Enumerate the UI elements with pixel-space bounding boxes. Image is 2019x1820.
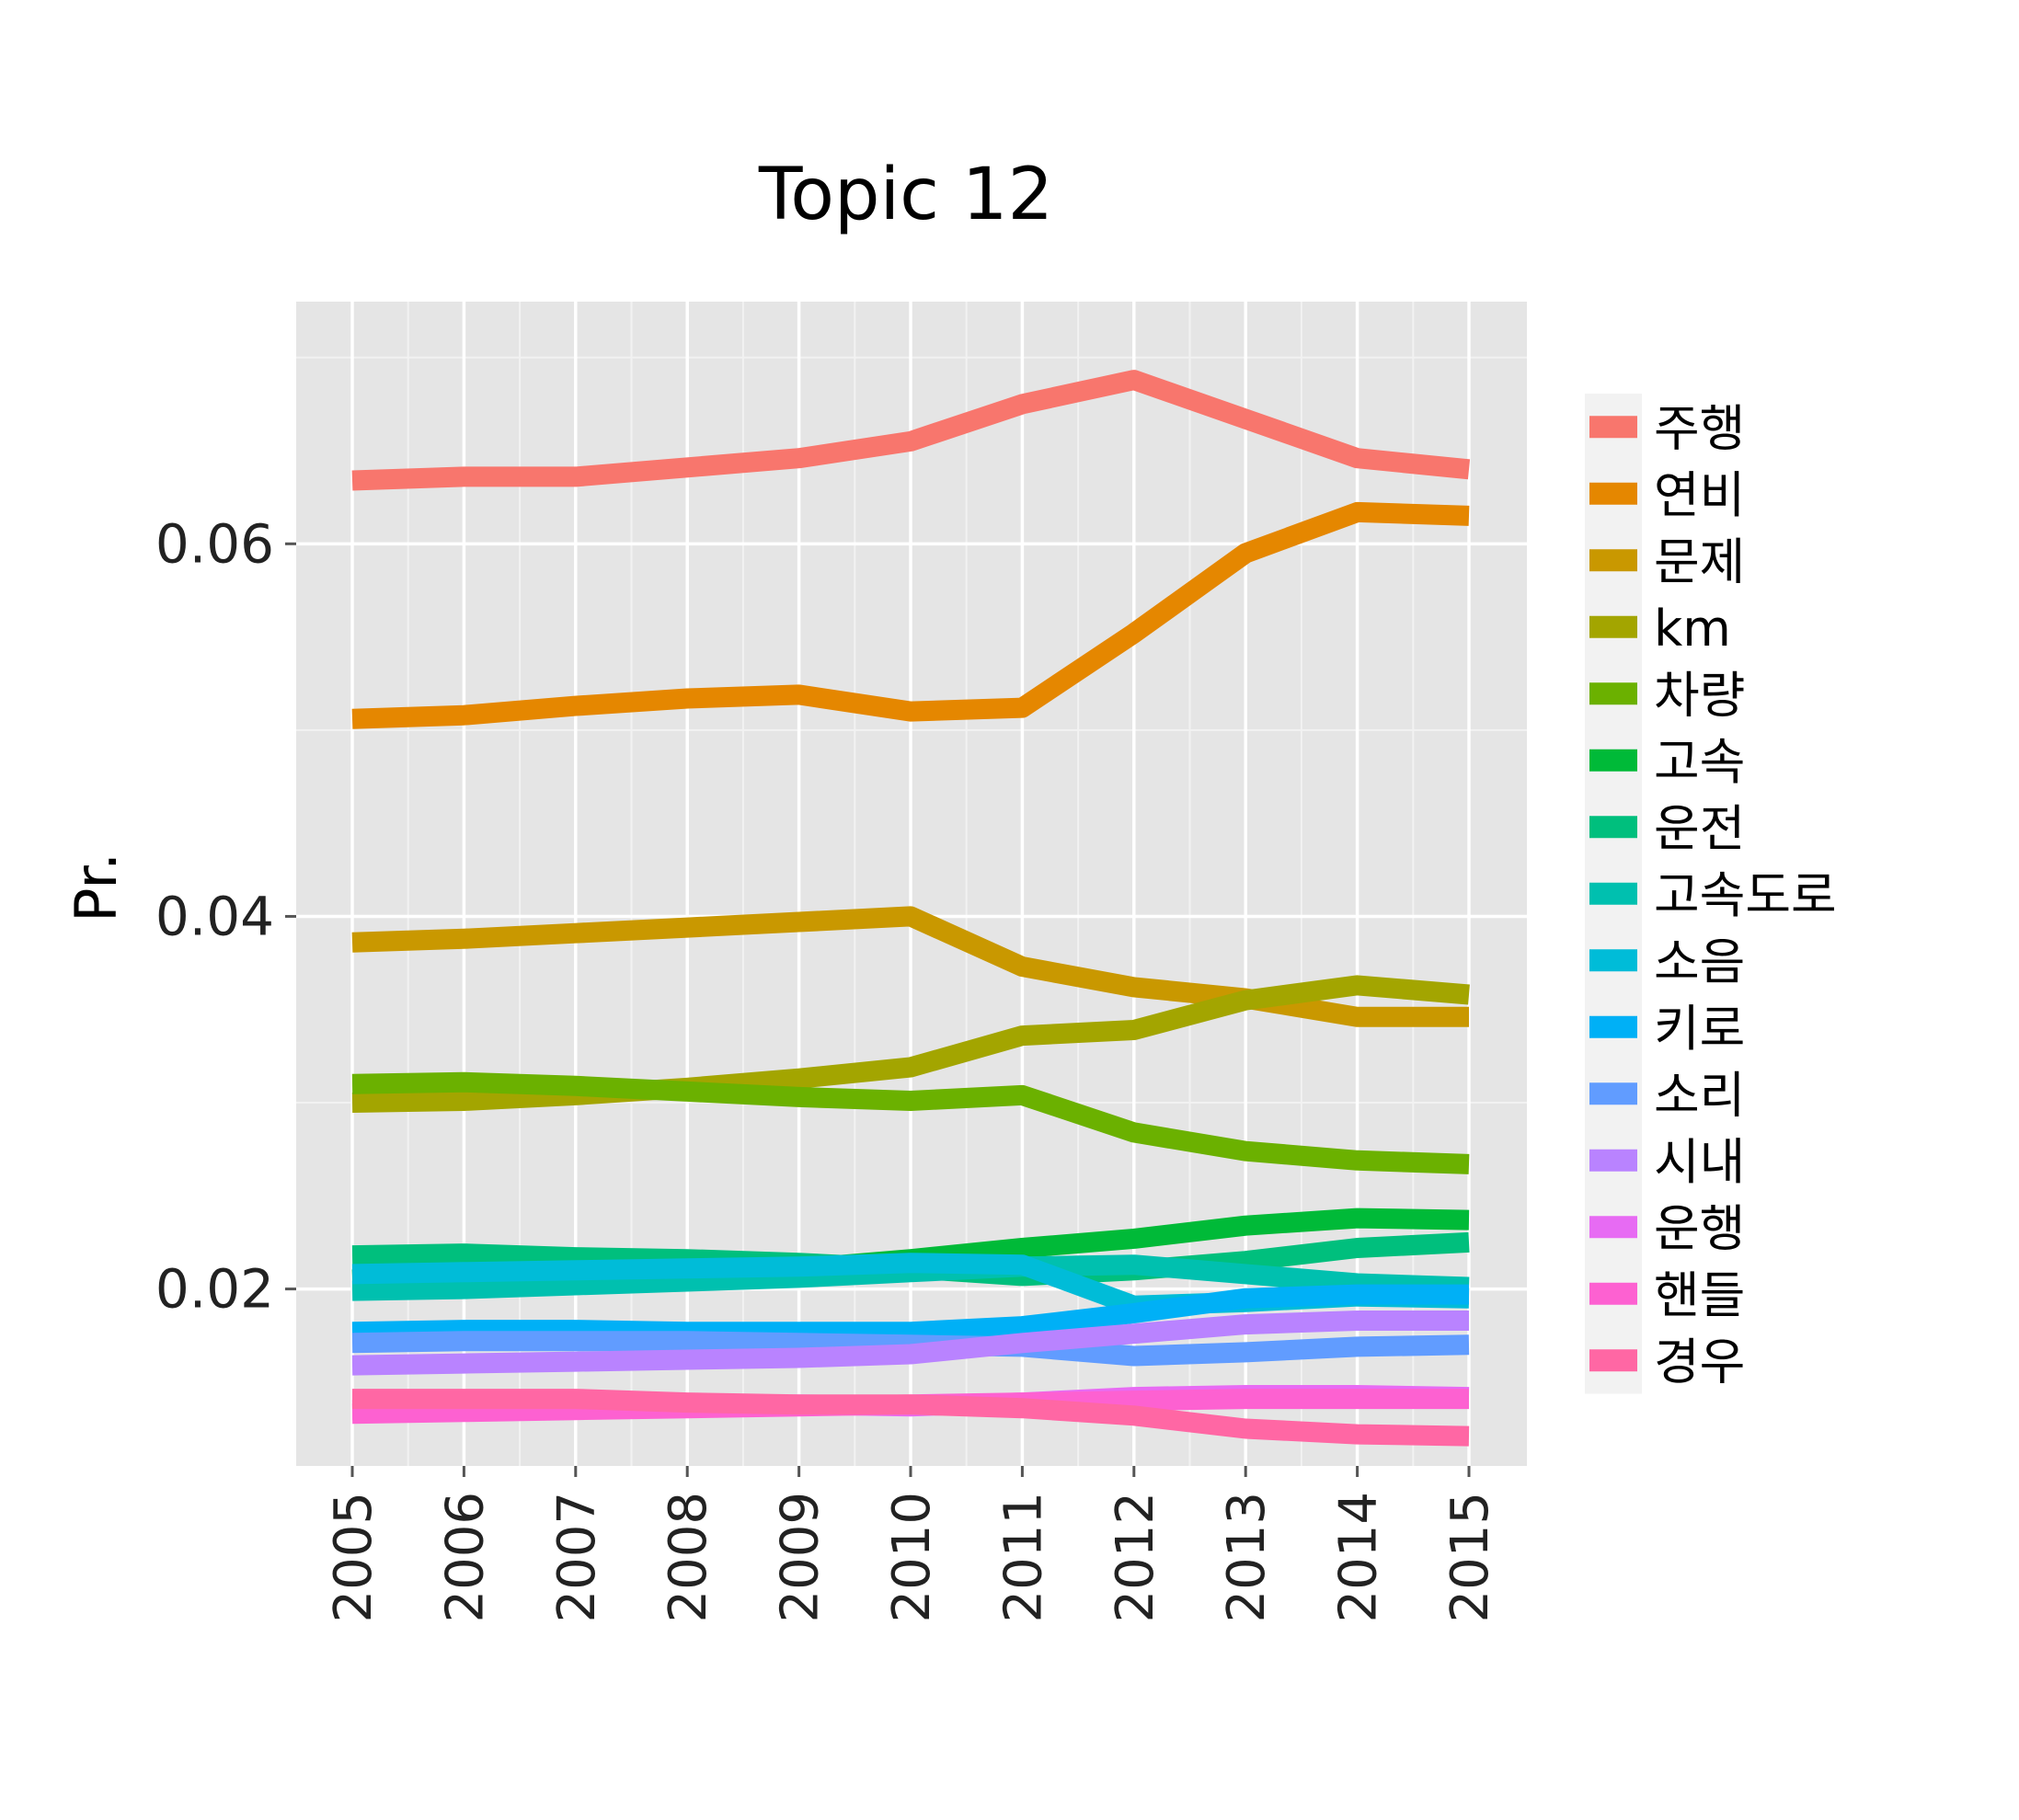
legend-label: 연비 bbox=[1654, 466, 1745, 524]
legend-swatch bbox=[1589, 1015, 1637, 1038]
legend-swatch bbox=[1589, 549, 1637, 572]
y-tick-label: 0.06 bbox=[155, 512, 274, 575]
legend-label: 핸들 bbox=[1654, 1266, 1745, 1324]
legend-swatch bbox=[1589, 682, 1637, 705]
x-axis-ticks: 2005 2006 2007 2008 2009 2010 2011 2012 2013 2014… bbox=[324, 1466, 1500, 1623]
legend-swatch bbox=[1589, 749, 1637, 772]
chart-title: Topic 12 bbox=[758, 154, 1053, 236]
series-line-2 bbox=[351, 501, 1470, 729]
legend-label: 주행 bbox=[1654, 399, 1745, 457]
x-tick-label: 2011 bbox=[993, 1492, 1053, 1623]
legend-label: 고속도로 bbox=[1654, 866, 1837, 924]
series-lines bbox=[351, 370, 1471, 1447]
x-tick-label: 2009 bbox=[771, 1492, 831, 1623]
x-tick-label: 2012 bbox=[1106, 1492, 1165, 1623]
y-tick-label: 0.04 bbox=[155, 885, 274, 947]
legend-label: 운전 bbox=[1654, 799, 1745, 857]
y-tick-label: 0.02 bbox=[155, 1258, 274, 1321]
legend-label: 문제 bbox=[1654, 532, 1745, 590]
legend-swatch bbox=[1589, 1349, 1637, 1372]
legend-swatch bbox=[1589, 882, 1637, 905]
legend-label: 시내 bbox=[1654, 1133, 1745, 1191]
legend-swatch bbox=[1589, 949, 1637, 972]
series-line-12 bbox=[351, 1311, 1469, 1376]
legend-label: 소리 bbox=[1654, 1066, 1745, 1124]
x-tick-label: 2010 bbox=[882, 1492, 942, 1623]
legend-swatch bbox=[1589, 1082, 1637, 1105]
series-line-1 bbox=[351, 370, 1471, 491]
legend-swatch bbox=[1589, 1149, 1637, 1172]
legend-swatch bbox=[1589, 1216, 1637, 1239]
legend-label: km bbox=[1654, 600, 1731, 658]
x-tick-label: 2013 bbox=[1217, 1492, 1277, 1623]
x-tick-label: 2005 bbox=[324, 1492, 384, 1623]
legend-swatch bbox=[1589, 816, 1637, 839]
legend-swatch bbox=[1589, 482, 1637, 505]
legend-label: 고속 bbox=[1654, 733, 1745, 791]
x-tick-label: 2008 bbox=[659, 1492, 718, 1623]
x-tick-label: 2006 bbox=[435, 1492, 495, 1623]
y-axis-label: Pr. bbox=[63, 853, 130, 922]
series-line-10 bbox=[351, 1284, 1469, 1343]
legend-label: 운행 bbox=[1654, 1199, 1745, 1257]
legend-swatch bbox=[1589, 615, 1637, 638]
series-line-15 bbox=[352, 1389, 1470, 1447]
x-tick-label: 2014 bbox=[1329, 1492, 1389, 1623]
legend-label: 소음 bbox=[1654, 933, 1745, 990]
series-line-4 bbox=[351, 975, 1470, 1113]
legend-label: 키로 bbox=[1654, 1000, 1745, 1058]
legend-swatch bbox=[1589, 1282, 1637, 1305]
legend-label: 경우 bbox=[1654, 1333, 1745, 1391]
x-tick-label: 2007 bbox=[547, 1492, 607, 1623]
series-line-5 bbox=[351, 1071, 1470, 1174]
legend-swatch bbox=[1589, 416, 1637, 439]
x-tick-label: 2015 bbox=[1440, 1492, 1500, 1623]
y-axis-ticks: 0.02 0.04 0.06 bbox=[155, 512, 296, 1321]
legend-label: 차량 bbox=[1654, 666, 1745, 724]
